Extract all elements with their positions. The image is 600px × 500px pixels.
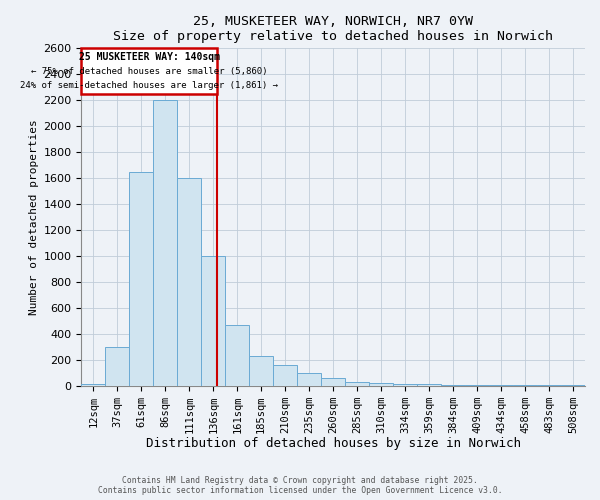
Text: 25 MUSKETEER WAY: 140sqm: 25 MUSKETEER WAY: 140sqm (79, 52, 220, 62)
Y-axis label: Number of detached properties: Number of detached properties (29, 119, 39, 315)
Bar (393, 384, 417, 386)
Bar (417, 384, 441, 386)
Bar (321, 378, 345, 386)
Bar (82, 384, 106, 386)
Bar (201, 256, 225, 386)
Title: 25, MUSKETEER WAY, NORWICH, NR7 0YW
Size of property relative to detached houses: 25, MUSKETEER WAY, NORWICH, NR7 0YW Size… (113, 15, 553, 43)
Bar (177, 178, 201, 386)
Bar (225, 324, 249, 386)
Bar (345, 382, 369, 386)
Bar (441, 385, 465, 386)
Bar (153, 100, 177, 386)
Bar (106, 346, 130, 386)
Bar (249, 356, 273, 386)
Bar (130, 172, 153, 386)
Text: Contains HM Land Registry data © Crown copyright and database right 2025.
Contai: Contains HM Land Registry data © Crown c… (98, 476, 502, 495)
Bar (297, 372, 321, 386)
X-axis label: Distribution of detached houses by size in Norwich: Distribution of detached houses by size … (146, 437, 521, 450)
Text: ← 75% of detached houses are smaller (5,860): ← 75% of detached houses are smaller (5,… (31, 66, 268, 76)
Text: 24% of semi-detached houses are larger (1,861) →: 24% of semi-detached houses are larger (… (20, 81, 278, 90)
Bar (369, 383, 393, 386)
Bar (273, 365, 297, 386)
FancyBboxPatch shape (82, 48, 217, 94)
